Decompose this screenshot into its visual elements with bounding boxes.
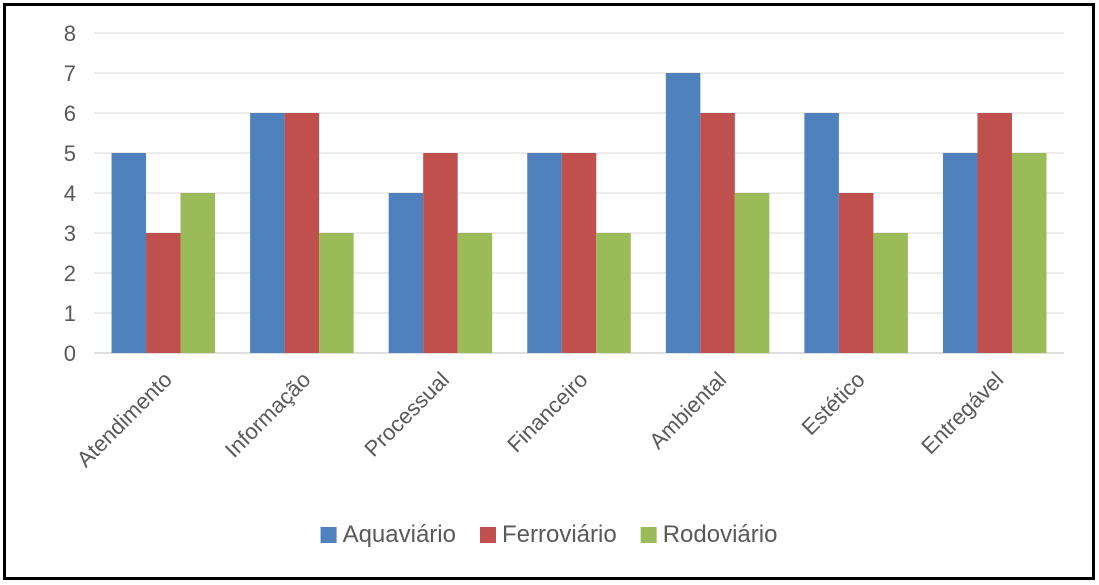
bar-rodoviário-processual: [457, 233, 493, 353]
bar-ferroviário-entregável: [977, 113, 1012, 353]
chart-frame: 0 1 2 3 4 5 6 7 8 Atendimento Informação Processua…: [3, 3, 1095, 580]
y-tick-label: 7: [64, 61, 76, 86]
legend-item-ferroviário: Ferroviário: [479, 521, 617, 548]
bar-aquaviário-processual: [388, 193, 424, 353]
bar-ferroviário-financeiro: [561, 153, 597, 353]
bar-ferroviário-ambiental: [700, 113, 735, 353]
x-tick-label: Atendimento: [72, 367, 177, 472]
bar-chart: 0 1 2 3 4 5 6 7 8 Atendimento Informação Processua…: [64, 21, 1064, 548]
legend-swatch: [479, 527, 496, 543]
y-tick-label: 1: [64, 301, 76, 326]
bar-aquaviário-informação: [250, 113, 285, 353]
bar-rodoviário-entregável: [1011, 153, 1047, 353]
y-tick-label: 8: [64, 21, 76, 46]
bar-rodoviário-financeiro: [596, 233, 631, 353]
y-tick-label: 0: [64, 341, 76, 366]
legend-swatch: [320, 527, 337, 543]
x-tick-label: Financeiro: [502, 367, 592, 457]
y-tick-label: 4: [64, 181, 76, 206]
legend-item-rodoviário: Rodoviário: [640, 521, 778, 548]
legend-item-aquaviário: Aquaviário: [320, 521, 456, 548]
y-tick-label: 3: [64, 221, 76, 246]
x-tick-label: Entregável: [916, 367, 1008, 459]
bar-rodoviário-atendimento: [180, 193, 216, 353]
bar-ferroviário-processual: [423, 153, 458, 353]
legend-label: Ferroviário: [502, 521, 617, 548]
bar-ferroviário-atendimento: [146, 233, 181, 353]
bar-aquaviário-financeiro: [527, 153, 562, 353]
legend-label: Rodoviário: [663, 521, 778, 548]
bar-ferroviário-informação: [284, 113, 320, 353]
bar-rodoviário-informação: [319, 233, 354, 353]
bar-rodoviário-ambiental: [734, 193, 770, 353]
y-tick-label: 6: [64, 101, 76, 126]
y-tick-label: 2: [64, 261, 76, 286]
x-tick-label: Processual: [359, 367, 454, 462]
bar-aquaviário-ambiental: [665, 73, 701, 353]
bar-aquaviário-entregável: [942, 153, 978, 353]
legend-label: Aquaviário: [343, 521, 456, 548]
x-tick-label: Informação: [220, 367, 316, 463]
x-tick-label: Estético: [797, 367, 870, 440]
bar-rodoviário-estético: [873, 233, 908, 353]
bar-aquaviário-estético: [804, 113, 839, 353]
bar-aquaviário-atendimento: [111, 153, 147, 353]
y-tick-label: 5: [64, 141, 76, 166]
x-tick-label: Ambiental: [644, 367, 731, 454]
bar-ferroviário-estético: [838, 193, 874, 353]
legend-swatch: [640, 527, 657, 543]
